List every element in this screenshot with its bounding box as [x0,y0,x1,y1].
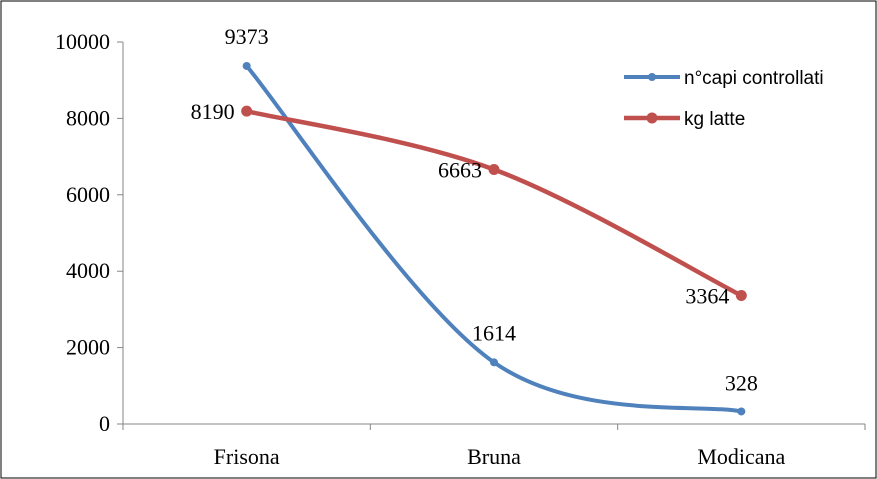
data-point [737,407,746,416]
data-point [735,289,747,301]
series-layer [241,61,747,416]
y-tick-label: 10000 [55,29,110,54]
data-point [241,105,253,117]
legend-item: kg latte [624,109,745,130]
legend-label: n°capi controllati [684,68,824,89]
y-tick-label: 6000 [66,182,110,207]
legend-label: kg latte [684,109,745,130]
series-2 [241,105,747,301]
x-tick-label: Bruna [467,444,521,469]
legend-swatch-marker [648,73,656,81]
axes: 0 2000 4000 6000 8000 10000 Frisona Bruna Modica… [55,29,866,469]
data-label: 1614 [472,320,516,345]
legend-item: n°capi controllati [624,68,824,89]
data-label: 8190 [191,99,235,124]
data-label: 6663 [438,157,482,182]
data-label: 3364 [685,283,729,308]
data-point [490,358,498,367]
legend: n°capi controllati kg latte [624,68,824,130]
y-tick-label: 8000 [66,105,110,130]
series-line [244,63,744,414]
y-tick-label: 4000 [66,258,110,283]
data-point [488,163,500,175]
y-tick-label: 0 [99,411,110,436]
data-label: 9373 [225,24,269,49]
series-1 [242,61,746,416]
x-tick-label: Modicana [697,444,785,469]
legend-swatch-marker [646,112,658,124]
data-labels: 9373 1614 328 8190 6663 3364 [191,24,758,396]
x-tick-label: Frisona [214,444,280,469]
y-tick-label: 2000 [66,335,110,360]
data-label: 328 [725,370,758,395]
data-point [242,61,251,70]
